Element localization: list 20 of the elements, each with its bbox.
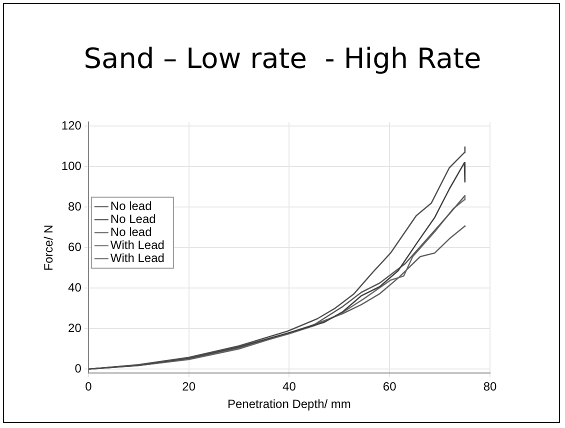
y-tick-label: 20 [68, 320, 82, 335]
legend-label: No Lead [110, 212, 156, 226]
y-tick-label: 100 [61, 159, 82, 174]
legend-label: No lead [110, 225, 152, 240]
legend-label: No lead [110, 199, 152, 214]
x-tick-label: 60 [382, 380, 397, 394]
x-tick-label: 80 [483, 380, 497, 394]
y-tick-label: 60 [68, 240, 82, 254]
y-tick-label: 120 [61, 118, 82, 133]
y-axis-title: Force/ N [42, 224, 56, 271]
y-tick-label: 80 [68, 200, 82, 214]
y-tick-label: 0 [74, 361, 82, 376]
x-tick-label: 20 [182, 380, 196, 394]
x-tick-label: 0 [85, 380, 92, 394]
chart-title: Sand – Low rate - High Rate [82, 42, 482, 75]
legend-label: With Lead [110, 238, 164, 252]
x-tick-label: 40 [282, 380, 296, 394]
y-tick-label: 40 [68, 280, 82, 294]
x-axis-title: Penetration Depth/ mm [228, 397, 351, 412]
legend-label: With Lead [110, 251, 164, 266]
